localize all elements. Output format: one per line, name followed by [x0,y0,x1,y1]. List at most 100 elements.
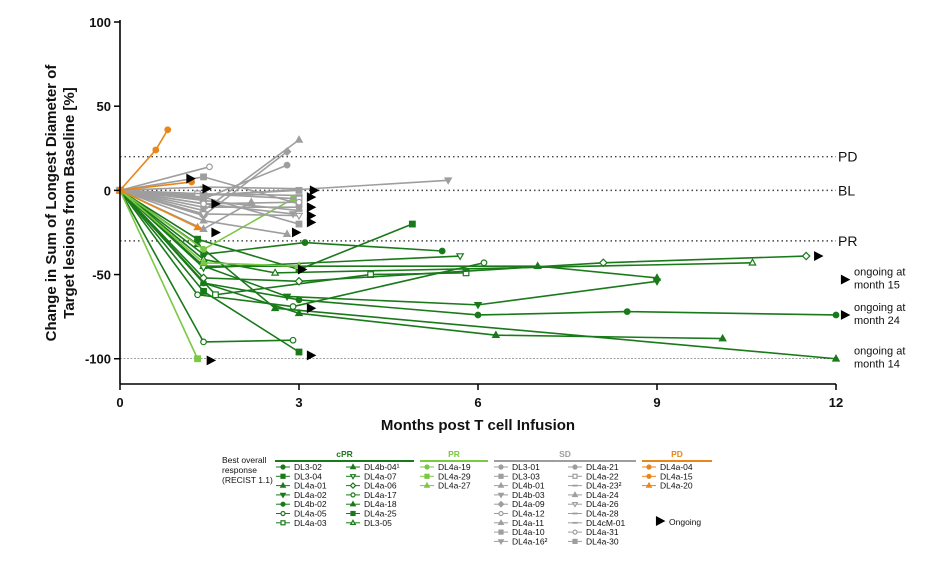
y-tick-label-0: 0 [104,183,111,198]
legend-item-dl4a-22-swatch-marker [572,473,578,479]
data-point-dl4a-05-1 [194,291,201,299]
data-point-dl3-04-3 [408,220,416,228]
data-point-dl4a-07-1 [199,264,208,273]
data-point-dl4a-06-4 [801,251,811,261]
legend-item-dl3-03-swatch-marker [498,473,504,479]
legend-ongoing-label: Ongoing [669,517,701,527]
legend-item-dl3-03: DL3-03 [512,471,540,481]
legend-item-dl4a-07: DL4a-07 [364,471,397,481]
series-dl4b-04 [115,185,727,342]
series-dl4a-29 [116,186,201,363]
legend-item-dl4a-23-swatch-marker [572,484,578,487]
ongoing-marker-2 [211,198,221,209]
x-tick-label-12: 12 [829,395,843,410]
legend-item-dl4a-19: DL4a-19 [438,462,471,472]
data-point-dl4b-02-3 [474,311,482,319]
data-point-dl4a-18-3 [831,354,841,362]
data-point-dl4a-27-1 [199,258,208,266]
legend-item-dl4a-26-swatch-marker [571,502,579,508]
legend-item-dl4a-18: DL4a-18 [364,499,397,509]
legend-item-dl4a-20: DL4a-20 [660,481,693,491]
data-point-dl4a-05-2 [289,303,297,310]
annotation-0-line-0: ongoing at [854,267,905,279]
x-tick-label-9: 9 [653,395,660,410]
legend-item-dl4a-20-swatch-marker [645,481,653,488]
data-point-dl4b-02-4 [623,308,631,316]
annotation-0-line-1: month 15 [854,280,900,292]
legend-item-dl4a-09: DL4a-09 [512,499,545,509]
legend-item-dl4a-02: DL4a-02 [294,490,327,500]
data-point-dl4a-02-4 [652,278,662,286]
ref-label-pd: PD [838,149,857,165]
legend-item-dl4a-10-swatch-marker [498,529,504,535]
legend-item-dl3-05: DL3-05 [364,518,392,528]
data-point-dl4a-28-2 [295,194,303,197]
data-point-dl4a-04-2 [164,126,172,134]
series-line-dl4b-02 [119,189,837,316]
x-axis-label: Months post T cell Infusion [381,417,575,434]
data-point-dl4a-03-1 [212,291,219,299]
data-point-dl4a-16-2 [443,177,453,185]
data-point-dl4a-23-2 [295,209,303,212]
data-point-dl3-01-2 [283,161,291,169]
series-line-dl4b-04 [119,189,723,340]
data-point-dl4a-26-1 [199,211,208,219]
y-axis-label: Change in Sum of Longest Diameter ofTarg… [43,64,78,342]
legend-item-dl4a-16-swatch-marker [497,539,505,546]
legend-item-dl4a-22: DL4a-22 [586,471,619,481]
legend-item-dl3-01-swatch-marker [498,464,504,470]
series-line-dl3-02 [119,189,443,256]
legend-item-dl4a-26: DL4a-26 [586,499,619,509]
series-line-dl4a-04 [119,129,169,191]
legend-item-dl4a-25-swatch-marker [350,510,356,517]
legend-item-dl4a-04-swatch-marker [646,464,652,470]
data-point-dl4a-09-2 [282,147,292,157]
legend-item-dl4b-03-swatch-marker [497,492,505,499]
annotation-2-line-1: month 14 [854,359,900,371]
legend-item-dl4a-10: DL4a-10 [512,527,545,537]
legend-item-dl4a-04: DL4a-04 [660,462,693,472]
legend-item-dl4a-27: DL4a-27 [438,481,471,491]
ongoing-marker-7 [306,192,317,203]
series-line-dl4a-29 [119,190,199,360]
legend-item-dl4a-29: DL4a-29 [438,471,471,481]
legend-item-dl4a-11-swatch-marker [497,519,505,526]
ongoing-marker-8 [306,202,317,213]
legend-title-line-0: Best overall [222,455,267,465]
data-point-dl4cm-01-2 [295,187,303,190]
y-tick-label-100: -100 [85,352,111,367]
ref-label-pr: PR [838,233,857,249]
data-point-dl3-02-3 [438,247,446,255]
legend-ongoing-marker [655,516,666,526]
annotation-0: ongoing at month 15 [854,267,905,292]
legend-item-dl4a-28-swatch-marker [572,512,578,515]
data-point-dl3-05-3 [748,258,757,266]
data-point-dl4a-24-1 [199,215,208,224]
data-point-dl4a-12-1 [206,163,213,171]
x-tick-label-6: 6 [474,395,481,410]
data-point-dl4a-17-2 [289,336,297,344]
legend-group-header-pd: PD [671,449,683,459]
legend-title-line-2: (RECIST 1.1) [222,475,273,485]
legend-group-header-pr: PR [448,449,460,459]
y-tick-label-50: -50 [92,268,111,283]
x-tick-label-3: 3 [295,395,302,410]
legend-item-dl4cm-01: DL4cM-01 [586,518,625,528]
legend-item-dl4a-31-swatch-marker [572,529,578,535]
legend-item-dl4a-03: DL4a-03 [294,518,327,528]
legend-title-line-1: response [222,465,257,475]
data-point-dl4a-18-2 [270,303,280,312]
legend-item-dl4b-04-swatch-marker [349,463,357,470]
legend-item-dl4b-04: DL4b-04¹ [364,462,400,472]
data-point-dl4b-02-2 [295,296,303,304]
ongoing-marker-0 [186,173,196,184]
legend-item-dl3-04: DL3-04 [294,471,322,481]
legend-item-dl4a-12-swatch-marker [498,510,504,517]
legend-item-dl4b-03: DL4b-03 [512,490,545,500]
data-point-dl4a-25-2 [295,348,303,356]
legend-item-dl3-01: DL3-01 [512,462,540,472]
data-point-dl4a-11-1 [199,224,208,232]
data-point-dl4a-06-2 [294,276,304,286]
data-point-dl4a-30-2 [295,220,303,228]
